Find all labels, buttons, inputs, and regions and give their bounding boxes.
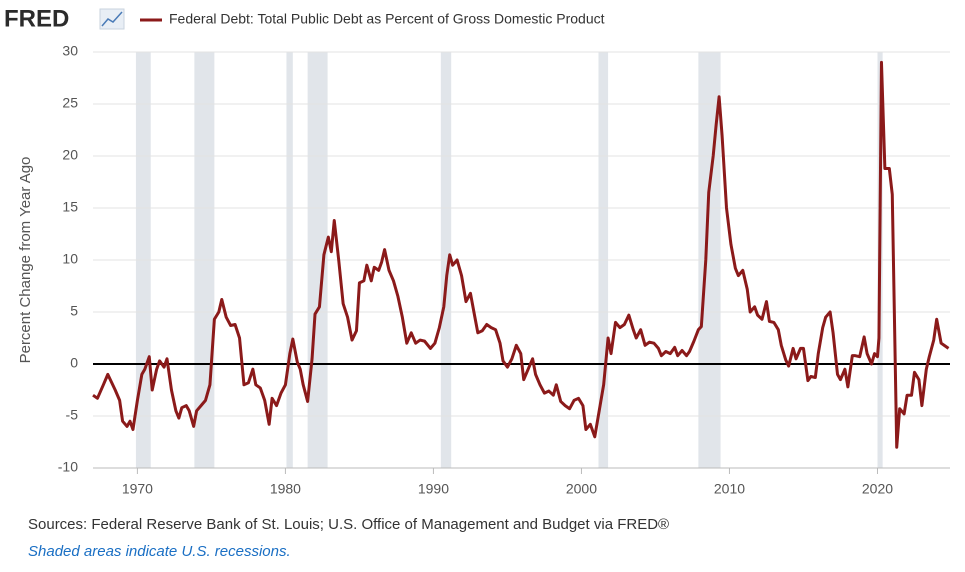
data-line — [92, 60, 950, 449]
note: Shaded areas indicate U.S. recessions. — [28, 543, 291, 560]
x-tick-label: 1980 — [270, 481, 301, 497]
x-tick-label: 2000 — [566, 481, 597, 497]
y-tick-label: 10 — [62, 251, 78, 267]
y-axis-label: Percent Change from Year Ago — [17, 157, 34, 364]
legend-label: Federal Debt: Total Public Debt as Perce… — [169, 11, 605, 27]
y-tick-label: 5 — [70, 303, 78, 319]
y-tick-label: -5 — [66, 407, 79, 423]
x-tick-label: 2020 — [862, 481, 893, 497]
y-tick-label: 30 — [62, 43, 78, 59]
x-tick-label: 1970 — [122, 481, 153, 497]
x-tick-label: 1990 — [418, 481, 449, 497]
logo: FRED — [4, 5, 69, 32]
y-tick-label: 25 — [62, 95, 78, 111]
logo-icon — [99, 8, 125, 30]
y-tick-label: 15 — [62, 199, 78, 215]
source: Sources: Federal Reserve Bank of St. Lou… — [28, 516, 669, 533]
y-tick-label: 20 — [62, 147, 78, 163]
y-tick-label: 0 — [70, 355, 78, 371]
x-tick-label: 2010 — [714, 481, 745, 497]
y-tick-label: -10 — [58, 459, 78, 475]
